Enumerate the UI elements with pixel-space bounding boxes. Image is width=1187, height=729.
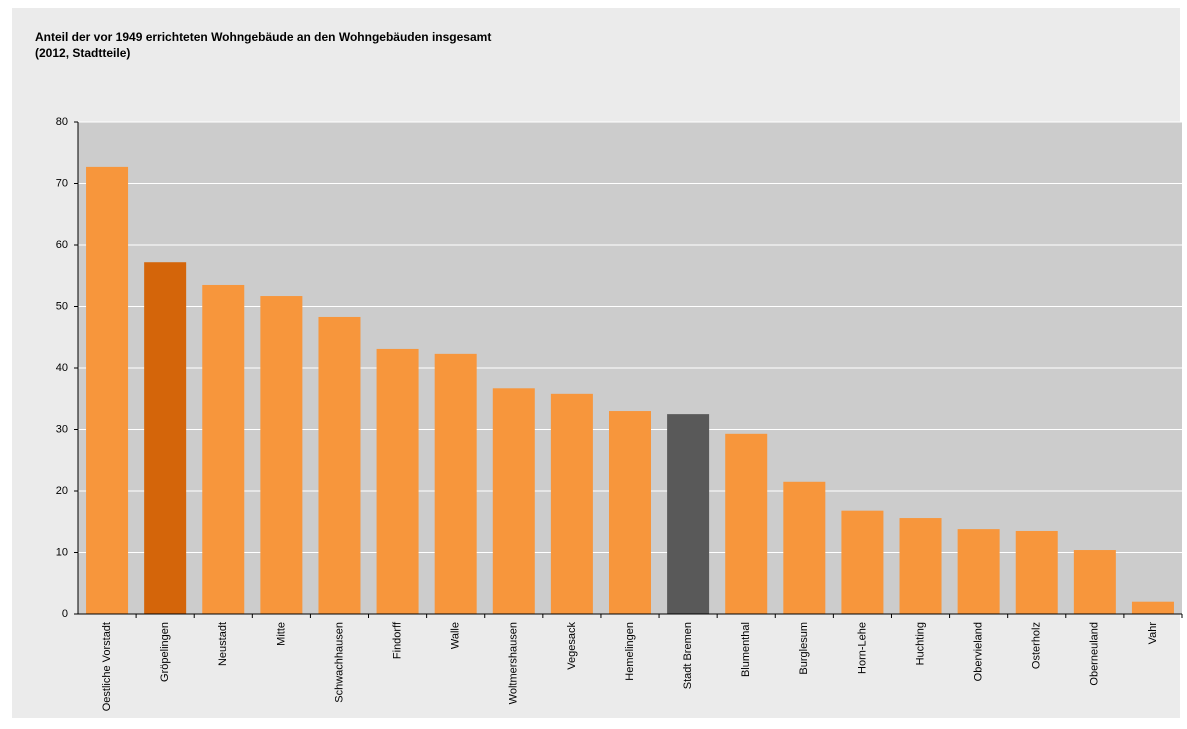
bar [144,262,187,614]
y-tick-label: 30 [56,423,68,435]
bar [957,529,1000,614]
chart-title: Anteil der vor 1949 errichteten Wohngebä… [35,30,491,44]
bar [1073,550,1116,614]
bar [783,481,826,614]
x-tick-label: Vahr [1147,622,1159,645]
x-tick-label: Osterholz [1031,622,1043,669]
bar [202,284,245,614]
y-tick-label: 0 [62,608,68,620]
y-tick-label: 70 [56,177,68,189]
bar [492,388,535,614]
bar [1015,530,1058,614]
x-tick-label: Burglesum [798,622,810,675]
x-tick-label: Walle [450,622,462,649]
x-tick-label: Stadt Bremen [682,622,694,689]
bar [318,316,361,614]
y-tick-label: 60 [56,239,68,251]
chart-subtitle: (2012, Stadtteile) [35,46,130,60]
bar [260,296,303,614]
bar [899,518,942,614]
x-tick-label: Schwachhausen [333,622,345,703]
bar [376,348,419,614]
bar [667,414,710,614]
x-tick-label: Neustadt [217,622,229,666]
x-tick-label: Woltmershausen [508,622,520,704]
y-tick-label: 10 [56,546,68,558]
x-tick-label: Vegesack [566,622,578,670]
bar [609,411,651,614]
bar [841,510,884,614]
x-tick-label: Gröpelingen [159,622,171,682]
x-tick-label: Oberneuland [1089,622,1101,686]
y-tick-label: 80 [56,116,68,128]
bar [550,393,593,614]
bar [1131,601,1174,614]
y-tick-label: 50 [56,300,68,312]
x-tick-label: Horn-Lehe [856,622,868,674]
bar [725,433,768,614]
bar [434,353,477,614]
x-tick-label: Blumenthal [740,622,752,677]
y-tick-label: 20 [56,485,68,497]
x-tick-label: Findorff [391,621,403,659]
x-tick-label: Oestliche Vorstadt [101,622,113,711]
y-tick-label: 40 [56,362,68,374]
x-tick-label: Hemelingen [624,622,636,681]
x-tick-label: Huchting [914,622,926,665]
x-tick-label: Mitte [275,622,287,646]
bar [86,166,129,614]
x-tick-label: Obervieland [973,622,985,681]
